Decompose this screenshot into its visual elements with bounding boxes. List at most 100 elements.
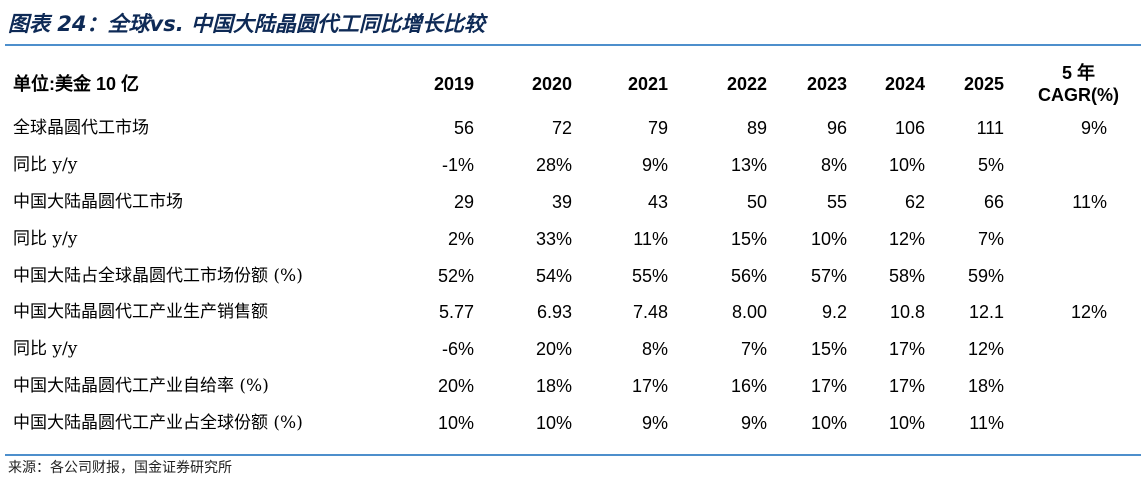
year-header: 2019: [433, 74, 474, 94]
table-cell: 8%: [641, 339, 668, 360]
table-cell: 11%: [633, 228, 668, 249]
table-row: 同比 y/y -6% 20% 8% 7% 15% 17% 12%: [5, 331, 1141, 368]
cagr-cell: [1010, 331, 1141, 368]
cagr-cell: 9%: [1080, 118, 1107, 139]
source-note: 来源：各公司财报，国金证券研究所: [8, 460, 232, 476]
table-row: 中国大陆晶圆代工产业自给率 (%) 20% 18% 17% 16% 17% 17% 18%: [5, 368, 1141, 405]
cagr-header-line2: CAGR(%): [1038, 85, 1119, 105]
table-cell: 15%: [730, 228, 767, 249]
table-cell: 13%: [730, 155, 767, 176]
table-cell: 9%: [641, 412, 668, 433]
table-cell: 12%: [888, 228, 925, 249]
table-cell: 59%: [967, 265, 1004, 286]
table-cell: 8.00: [731, 302, 767, 323]
table-cell: -1%: [441, 155, 474, 176]
year-header: 2022: [726, 74, 767, 94]
table-cell: 17%: [888, 375, 925, 396]
row-label: 同比 y/y: [13, 228, 78, 249]
cagr-header: 5 年 CAGR(%): [1010, 58, 1141, 110]
table-cell: 29: [453, 191, 474, 212]
table-cell: 39: [551, 191, 572, 212]
cagr-cell: [1010, 368, 1141, 405]
table-cell: 12%: [967, 339, 1004, 360]
table-cell: 18%: [535, 375, 572, 396]
table-cell: 6.93: [536, 302, 572, 323]
table-cell: 17%: [810, 375, 847, 396]
table-cell: 55%: [631, 265, 668, 286]
top-rule: [5, 44, 1141, 46]
table-cell: 10%: [535, 412, 572, 433]
table-row: 中国大陆晶圆代工产业占全球份额 (%) 10% 10% 9% 9% 10% 10% 11%: [5, 404, 1141, 441]
table-cell: 56: [453, 118, 474, 139]
year-header: 2021: [627, 74, 668, 94]
table-cell: -6%: [441, 339, 474, 360]
table-cell: 10%: [810, 228, 847, 249]
table-row: 全球晶圆代工市场 56 72 79 89 96 106 111 9%: [5, 110, 1141, 147]
row-label: 全球晶圆代工市场: [13, 118, 149, 139]
header-row: 单位:美金 10 亿 2019 2020 2021 2022 2023 2024…: [5, 58, 1141, 110]
table-cell: 15%: [810, 339, 847, 360]
row-label: 中国大陆晶圆代工产业自给率 (%): [13, 375, 269, 396]
table-cell: 7.48: [632, 302, 668, 323]
table-row: 中国大陆占全球晶圆代工市场份额 (%) 52% 54% 55% 56% 57% 58% 59%: [5, 257, 1141, 294]
cagr-cell: [1010, 220, 1141, 257]
table-cell: 55: [826, 191, 847, 212]
table-cell: 96: [826, 118, 847, 139]
table-cell: 28%: [535, 155, 572, 176]
table-cell: 89: [746, 118, 767, 139]
table-cell: 79: [647, 118, 668, 139]
table-cell: 111: [976, 118, 1004, 139]
year-header: 2020: [531, 74, 572, 94]
table-cell: 43: [647, 191, 668, 212]
table-cell: 17%: [631, 375, 668, 396]
table-cell: 8%: [820, 155, 847, 176]
figure-title: 图表 24：全球vs. 中国大陆晶圆代工同比增长比较: [8, 12, 486, 36]
table-cell: 106: [894, 118, 925, 139]
table-cell: 7%: [740, 339, 767, 360]
cagr-header-line1: 5 年: [1061, 63, 1095, 83]
data-table: 单位:美金 10 亿 2019 2020 2021 2022 2023 2024…: [5, 58, 1141, 441]
cagr-cell: 12%: [1070, 302, 1107, 323]
table-cell: 72: [551, 118, 572, 139]
table-cell: 20%: [535, 339, 572, 360]
table-cell: 62: [904, 191, 925, 212]
cagr-cell: [1010, 147, 1141, 184]
table-row: 中国大陆晶圆代工产业生产销售额 5.77 6.93 7.48 8.00 9.2 10.8 12…: [5, 294, 1141, 331]
table-cell: 7%: [977, 228, 1004, 249]
table-row: 同比 y/y -1% 28% 9% 13% 8% 10% 5%: [5, 147, 1141, 184]
table-cell: 9%: [641, 155, 668, 176]
table-cell: 10%: [888, 412, 925, 433]
row-label: 中国大陆晶圆代工产业生产销售额: [13, 302, 268, 323]
row-label: 中国大陆晶圆代工市场: [13, 191, 183, 212]
table-row: 同比 y/y 2% 33% 11% 15% 10% 12% 7%: [5, 220, 1141, 257]
table-cell: 9%: [740, 412, 767, 433]
table-cell: 5%: [977, 155, 1004, 176]
table-cell: 10%: [437, 412, 474, 433]
table-cell: 17%: [888, 339, 925, 360]
year-header: 2025: [963, 74, 1004, 94]
table-cell: 52%: [437, 265, 474, 286]
table-cell: 18%: [967, 375, 1004, 396]
table-cell: 10.8: [889, 302, 925, 323]
table-cell: 12.1: [968, 302, 1004, 323]
row-label: 同比 y/y: [13, 339, 78, 360]
table-cell: 20%: [437, 375, 474, 396]
year-header: 2023: [806, 74, 847, 94]
table-row: 中国大陆晶圆代工市场 29 39 43 50 55 62 66 11%: [5, 184, 1141, 221]
table-cell: 50: [746, 191, 767, 212]
table-cell: 33%: [535, 228, 572, 249]
row-label: 中国大陆晶圆代工产业占全球份额 (%): [13, 412, 303, 433]
cagr-cell: [1010, 404, 1141, 441]
bottom-rule: [5, 454, 1141, 456]
table-cell: 56%: [730, 265, 767, 286]
table-cell: 58%: [888, 265, 925, 286]
year-header: 2024: [884, 74, 925, 94]
table-cell: 16%: [730, 375, 767, 396]
table-cell: 66: [983, 191, 1004, 212]
table-cell: 10%: [888, 155, 925, 176]
cagr-cell: 11%: [1072, 191, 1107, 212]
row-label: 中国大陆占全球晶圆代工市场份额 (%): [13, 265, 303, 286]
table-cell: 9.2: [821, 302, 847, 323]
table-cell: 10%: [810, 412, 847, 433]
row-label: 同比 y/y: [13, 155, 78, 176]
